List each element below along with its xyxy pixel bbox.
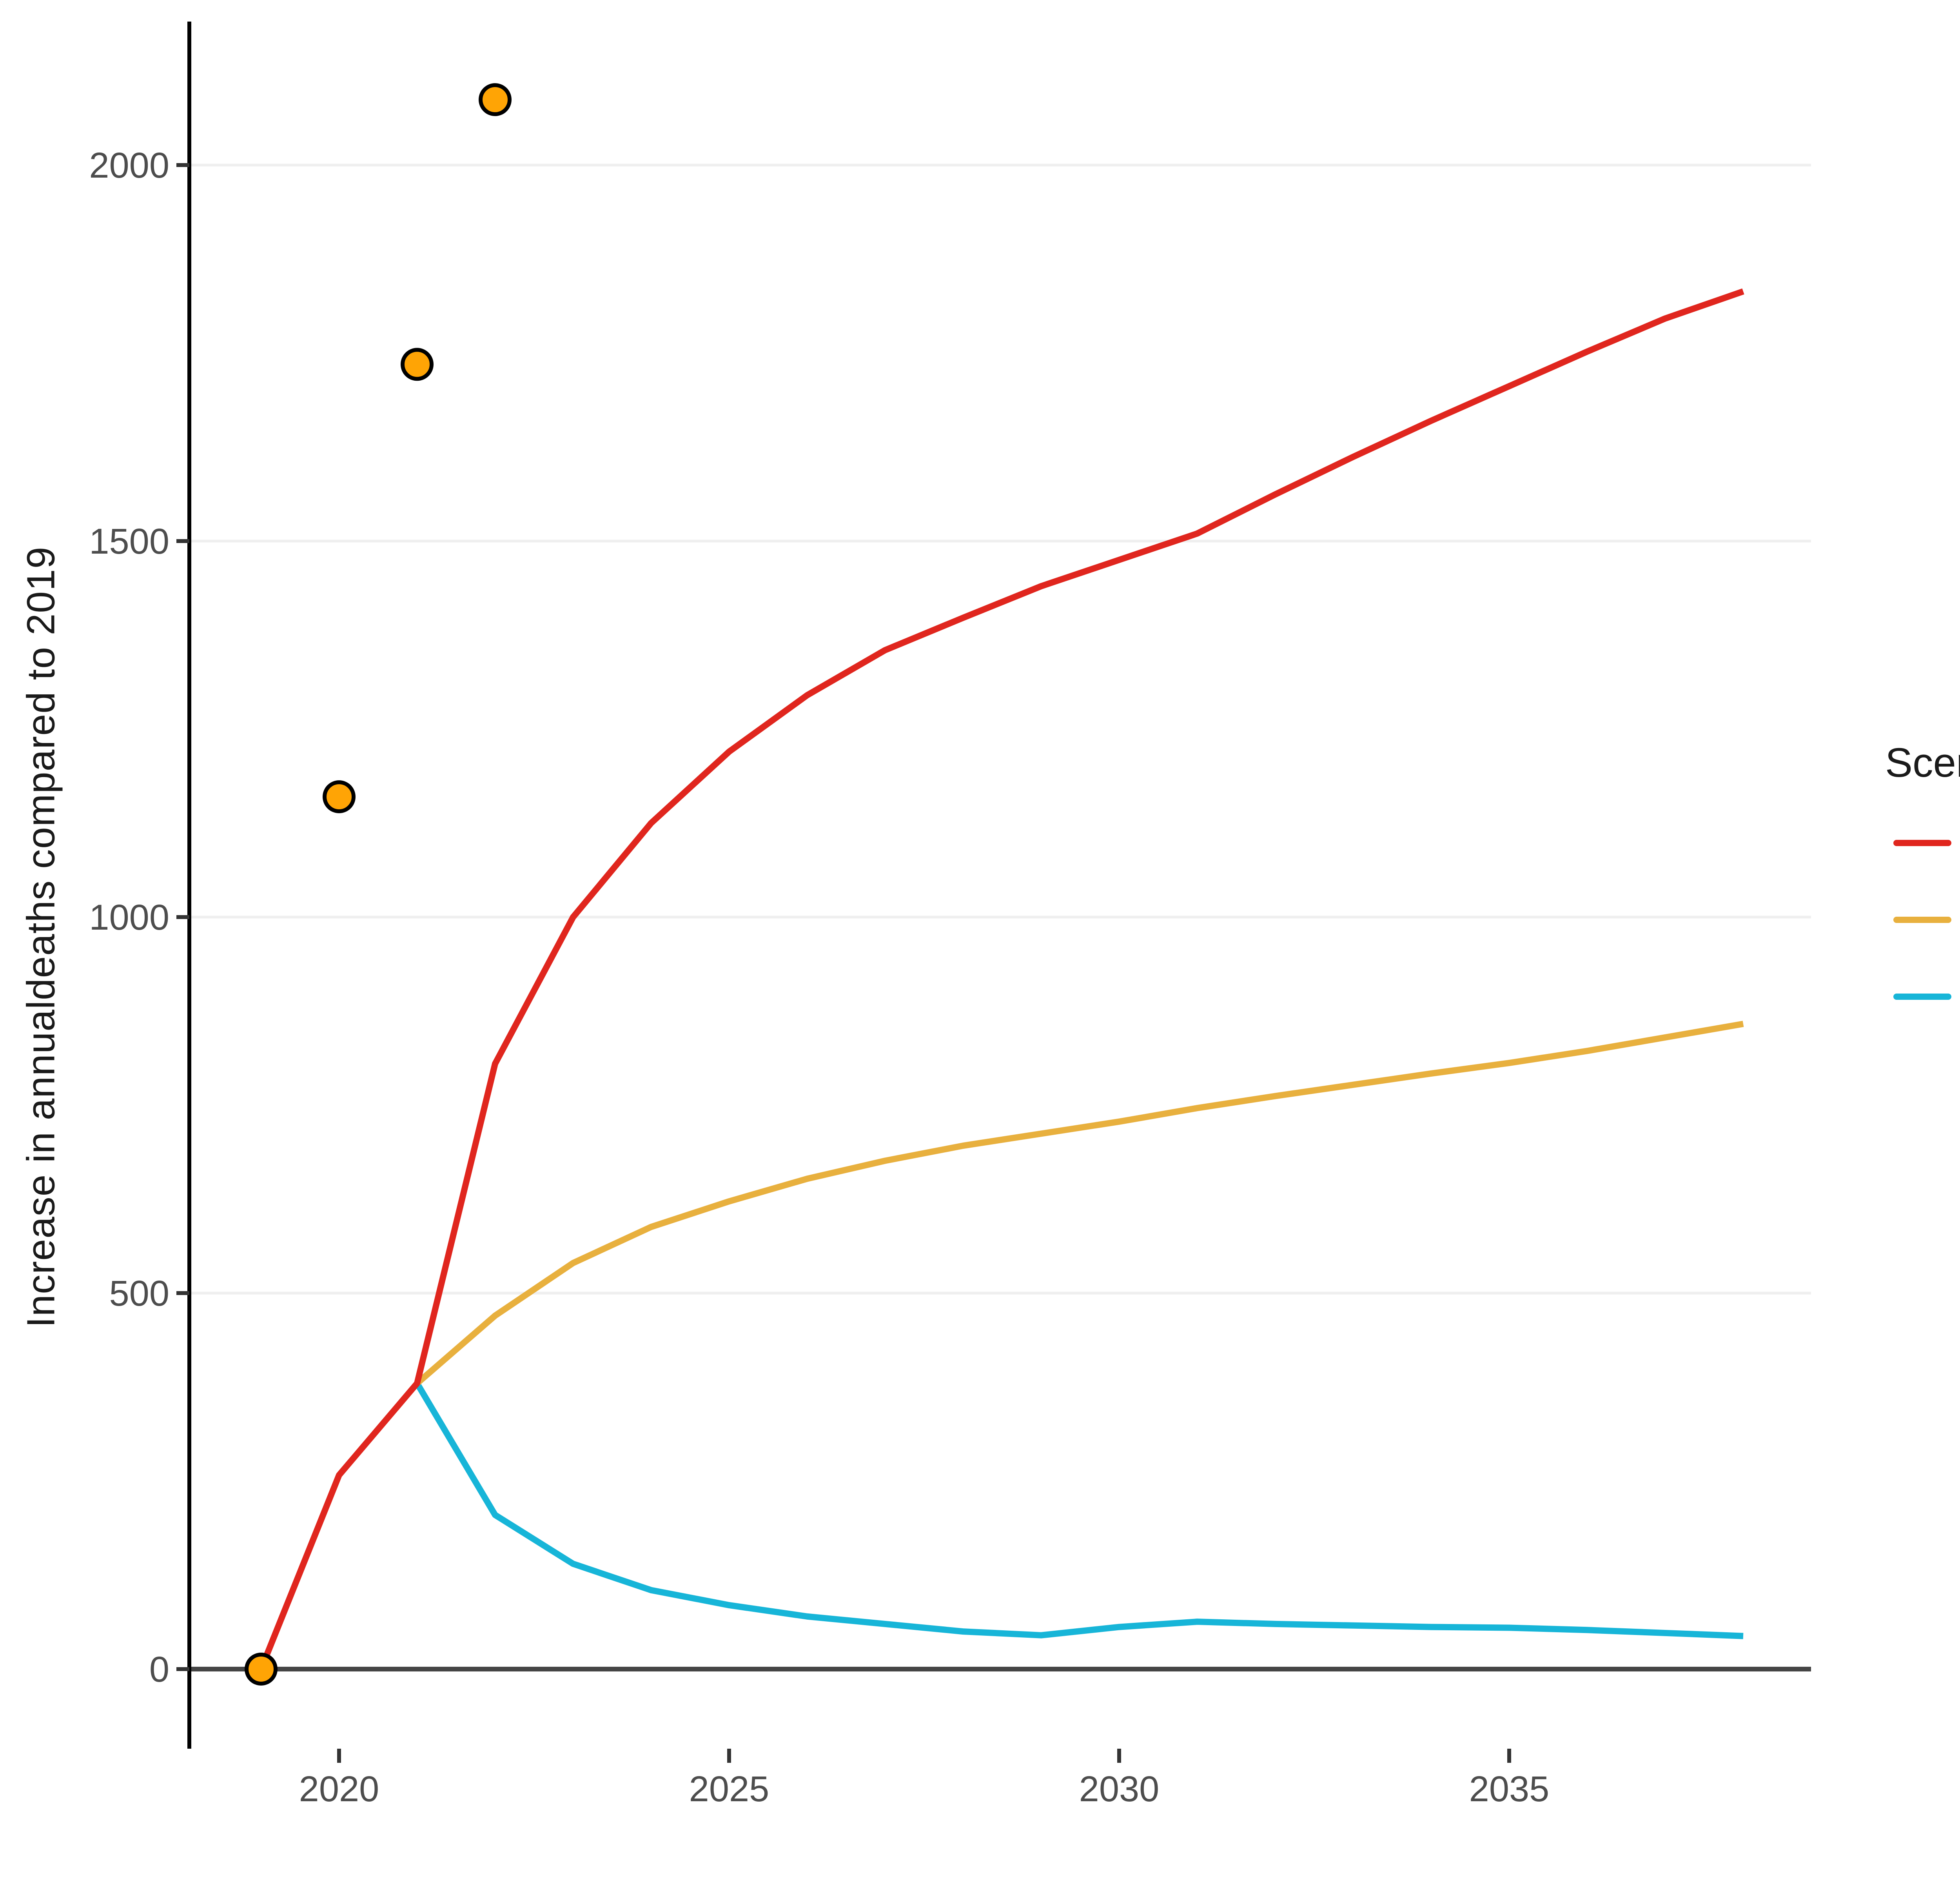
legend-key-cyan-line-icon xyxy=(1893,994,1951,1000)
observed-point xyxy=(479,83,512,116)
x-tick-label: 2030 xyxy=(1079,1769,1160,1809)
legend-items: Consumption increases further Consumptio… xyxy=(1885,802,1960,1037)
y-tick-label: 2000 xyxy=(89,145,169,185)
legend-item-consumption-increases: Consumption increases further xyxy=(1885,802,1960,884)
legend: Scenario Consumption increases further C… xyxy=(1885,740,1960,1037)
x-tick-label: 2035 xyxy=(1469,1769,1550,1809)
y-tick-label: 1000 xyxy=(89,897,169,937)
legend-item-consumption-returns: Consumption returns to pre-pandemic leve… xyxy=(1885,956,1960,1037)
y-tick-label: 500 xyxy=(109,1273,170,1313)
series-line-same xyxy=(415,1021,1744,1386)
observed-point xyxy=(401,348,434,381)
x-tick-label: 2025 xyxy=(689,1769,769,1809)
x-tick-label: 2020 xyxy=(299,1769,379,1809)
series-line-increase xyxy=(258,288,1744,1670)
y-tick-label: 1500 xyxy=(89,521,169,561)
y-tick-label: 0 xyxy=(149,1649,169,1689)
legend-title: Scenario xyxy=(1885,740,1960,786)
legend-key-gold-line-icon xyxy=(1893,917,1951,923)
y-axis-title: Increase in annualdeaths compared to 201… xyxy=(19,546,63,1328)
series-line-return xyxy=(414,1382,1744,1639)
legend-item-consumption-same: Consumption stays the same xyxy=(1885,899,1960,940)
observed-point xyxy=(245,1653,278,1686)
legend-key-red-line-icon xyxy=(1893,840,1951,846)
observed-point xyxy=(323,780,356,814)
